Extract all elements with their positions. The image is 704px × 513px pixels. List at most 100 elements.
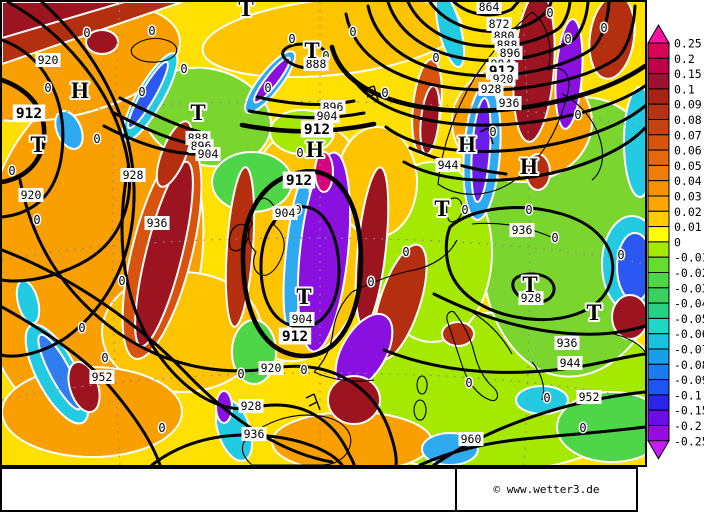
svg-text:0.1: 0.1: [674, 82, 695, 96]
svg-text:0.08: 0.08: [674, 113, 702, 127]
svg-text:-0.1: -0.1: [674, 388, 702, 402]
svg-text:0: 0: [237, 367, 244, 381]
svg-text:0: 0: [33, 213, 40, 227]
svg-text:0: 0: [543, 391, 550, 405]
svg-text:T: T: [304, 38, 319, 63]
svg-text:912: 912: [304, 122, 330, 138]
contour-value-labels: 9209128888969048888969049128648728808888…: [12, 2, 602, 446]
svg-text:-0.09: -0.09: [674, 373, 704, 387]
svg-text:0: 0: [78, 321, 85, 335]
svg-text:-0.2: -0.2: [674, 419, 702, 433]
svg-text:0: 0: [564, 32, 571, 46]
svg-text:0: 0: [264, 81, 271, 95]
svg-text:912: 912: [282, 329, 308, 345]
svg-text:0: 0: [381, 86, 388, 100]
svg-text:0: 0: [158, 421, 165, 435]
svg-text:T: T: [434, 196, 449, 221]
svg-text:0.03: 0.03: [674, 190, 702, 204]
svg-text:0.07: 0.07: [674, 128, 702, 142]
svg-text:952: 952: [92, 370, 113, 384]
svg-text:960: 960: [461, 432, 482, 446]
svg-text:0: 0: [8, 164, 15, 178]
svg-text:904: 904: [292, 312, 313, 326]
svg-text:912: 912: [16, 106, 42, 122]
svg-text:904: 904: [317, 109, 338, 123]
svg-text:0: 0: [574, 108, 581, 122]
svg-text:0: 0: [432, 51, 439, 65]
svg-text:0: 0: [579, 421, 586, 435]
svg-text:0.04: 0.04: [674, 174, 702, 188]
svg-text:-0.01: -0.01: [674, 251, 704, 265]
svg-text:944: 944: [438, 158, 459, 172]
svg-text:0: 0: [83, 26, 90, 40]
svg-text:944: 944: [560, 356, 581, 370]
copyright-text: © www.wetter3.de: [493, 483, 600, 496]
svg-text:0.15: 0.15: [674, 67, 702, 81]
svg-text:904: 904: [275, 206, 296, 220]
svg-text:936: 936: [147, 216, 168, 230]
svg-text:0: 0: [600, 21, 607, 35]
pressure-centers: H H H H T T T T T T T T: [28, 2, 603, 327]
svg-text:0: 0: [93, 132, 100, 146]
svg-text:H: H: [306, 137, 324, 162]
svg-text:T: T: [522, 272, 537, 297]
svg-text:-0.25: -0.25: [674, 434, 704, 448]
svg-text:864: 864: [479, 2, 500, 14]
svg-text:0: 0: [367, 275, 374, 289]
svg-text:0.06: 0.06: [674, 144, 702, 158]
svg-text:-0.05: -0.05: [674, 312, 704, 326]
svg-text:0: 0: [489, 125, 496, 139]
svg-text:0: 0: [674, 235, 681, 249]
svg-text:0: 0: [138, 85, 145, 99]
svg-text:888: 888: [306, 57, 327, 71]
svg-text:0: 0: [525, 203, 532, 217]
colorbar: 0.250.20.150.1 0.090.080.07 0.060.050.04 0.…: [647, 24, 704, 460]
svg-text:-0.04: -0.04: [674, 297, 704, 311]
svg-text:0.05: 0.05: [674, 159, 702, 173]
svg-text:0: 0: [546, 6, 553, 20]
svg-text:-0.03: -0.03: [674, 281, 704, 295]
svg-text:920: 920: [38, 53, 59, 67]
svg-text:0.25: 0.25: [674, 37, 702, 51]
svg-text:-0.15: -0.15: [674, 404, 704, 418]
svg-text:936: 936: [244, 427, 265, 441]
svg-text:0: 0: [118, 274, 125, 288]
svg-text:T: T: [296, 284, 311, 309]
parameter-line: 300 hPa Geopotential [gpdam], Advektion …: [7, 509, 455, 513]
svg-text:0.02: 0.02: [674, 205, 702, 219]
svg-text:T: T: [238, 2, 253, 21]
svg-text:0: 0: [288, 32, 295, 46]
svg-text:920: 920: [21, 188, 42, 202]
svg-text:936: 936: [499, 96, 520, 110]
svg-text:-0.06: -0.06: [674, 327, 704, 341]
weather-map: 0 0 0 0 0 0 0 0 0 0 0 0 0 0 0 0 0 0 0 0 0 0 0 0 0 0 0 0 0 0 0 0 0 0 0 0 920…: [2, 2, 645, 465]
copyright-box: © www.wetter3.de: [455, 467, 638, 512]
svg-text:0: 0: [322, 49, 329, 63]
svg-text:0: 0: [294, 203, 301, 217]
svg-text:928: 928: [481, 82, 502, 96]
svg-text:0: 0: [148, 24, 155, 38]
svg-text:0.2: 0.2: [674, 52, 695, 66]
svg-text:872: 872: [489, 17, 510, 31]
svg-text:896: 896: [500, 46, 521, 60]
zero-advection-labels: 0 0 0 0 0 0 0 0 0 0 0 0 0 0 0 0 0 0 0 0 0 0 0 0 0 0 0 0 0 0 0 0 0 0 0 0: [7, 5, 626, 437]
svg-text:0: 0: [44, 81, 51, 95]
svg-text:936: 936: [557, 336, 578, 350]
svg-text:0.01: 0.01: [674, 220, 702, 234]
graticule-dots: [2, 2, 645, 465]
svg-text:T: T: [586, 300, 601, 325]
svg-text:0: 0: [349, 25, 356, 39]
svg-text:936: 936: [512, 223, 533, 237]
svg-text:0.09: 0.09: [674, 98, 702, 112]
svg-text:0: 0: [180, 62, 187, 76]
svg-text:H: H: [520, 154, 538, 179]
svg-text:0: 0: [551, 231, 558, 245]
svg-text:0: 0: [101, 351, 108, 365]
svg-text:0: 0: [465, 376, 472, 390]
svg-text:952: 952: [579, 390, 600, 404]
caption-box: 300 hPa Geopotential [gpdam], Advektion …: [0, 467, 457, 513]
svg-text:928: 928: [123, 168, 144, 182]
svg-text:H: H: [458, 132, 476, 157]
svg-text:-0.07: -0.07: [674, 343, 704, 357]
